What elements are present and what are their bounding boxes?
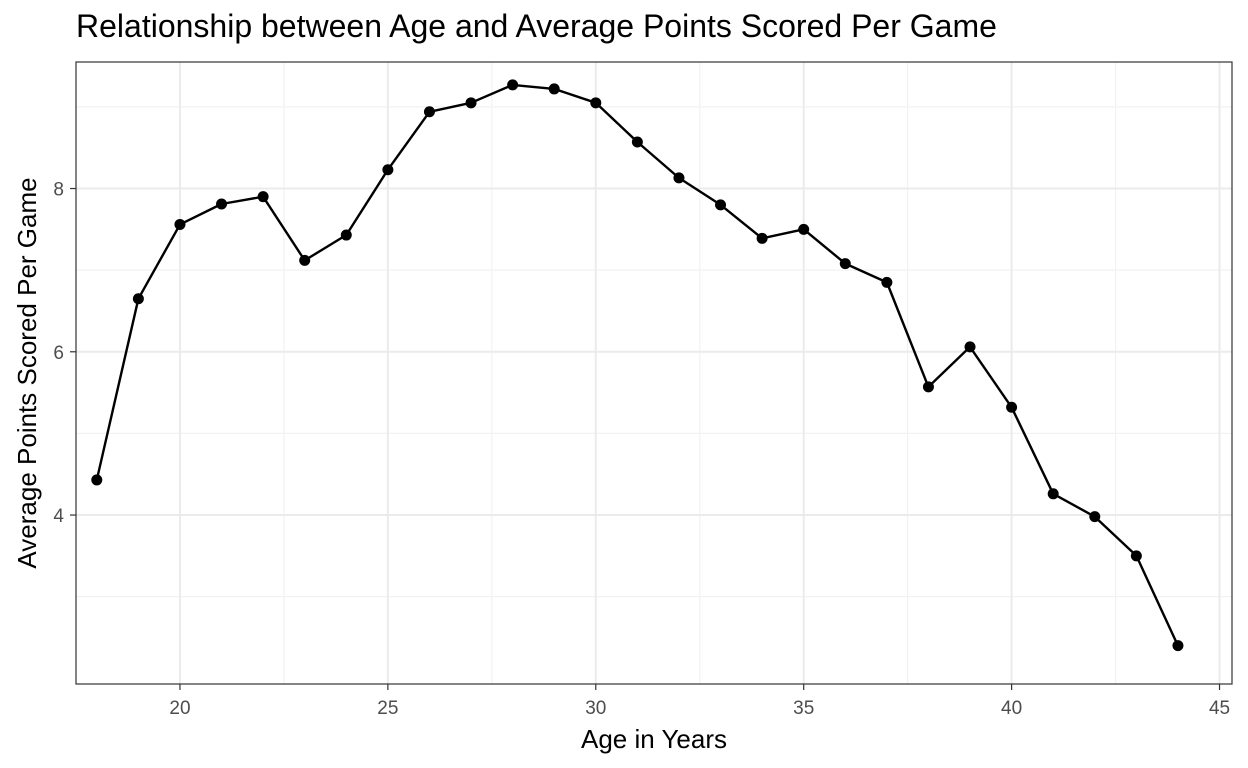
y-tick-label: 8 [53,180,64,201]
data-point [798,223,810,235]
data-point [631,136,643,148]
y-tick-label: 6 [53,343,64,364]
data-point [548,83,560,95]
data-point [382,164,394,176]
chart-title: Relationship between Age and Average Poi… [76,8,997,44]
data-point [964,341,976,353]
data-point [257,191,269,203]
data-point [715,199,727,211]
panel-border [75,61,1233,685]
data-point [216,198,228,210]
data-point [1006,401,1018,413]
data-points [91,79,1184,652]
data-point [922,381,934,393]
data-point [340,229,352,241]
data-point [465,97,477,109]
data-point [1172,640,1184,652]
x-tick-label: 20 [169,698,190,719]
data-point [132,293,144,305]
data-point [673,172,685,184]
data-point [1047,488,1059,500]
data-point [1130,550,1142,562]
x-tick-label: 40 [1001,698,1022,719]
data-point [881,276,893,288]
x-tick-label: 45 [1209,698,1230,719]
data-point [1089,511,1101,523]
axis-ticks: 20 25 30 35 40 45 4 6 8 [53,180,1230,719]
series-line-layer [95,83,1179,647]
data-point [756,232,768,244]
data-point [174,218,186,230]
data-point [423,106,435,118]
data-point [839,258,851,270]
y-tick-label: 4 [53,506,64,527]
x-axis-title: Age in Years [581,724,727,754]
data-point [590,97,602,109]
data-point [299,254,311,266]
data-point [91,474,103,486]
x-tick-label: 35 [793,698,814,719]
grid-lines [76,62,1232,684]
x-tick-label: 30 [585,698,606,719]
series-line [95,83,1179,647]
x-tick-label: 25 [377,698,398,719]
y-axis-title: Average Points Scored Per Game [12,177,42,568]
data-point [507,79,519,91]
